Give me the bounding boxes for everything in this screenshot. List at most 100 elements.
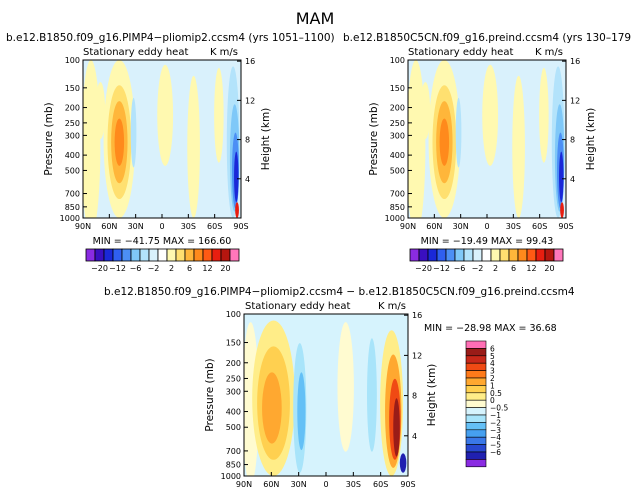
panel-3-axes: 90N 60N 30N 0 30S 60S 90S 100 150 200 250 300 400 500… bbox=[221, 310, 423, 489]
colorbar-box bbox=[454, 248, 465, 262]
field-contour bbox=[83, 60, 101, 218]
field-contour bbox=[393, 398, 400, 457]
panel-2-subtitle-right: K m/s bbox=[535, 47, 563, 58]
colorbar-label: −0.5 bbox=[490, 404, 508, 413]
y-right-tick-label: 4 bbox=[245, 175, 250, 184]
panel-1-colorbar: −20 −12 −6 −2 2 6 12 20 bbox=[85, 248, 240, 273]
field-contour bbox=[130, 97, 137, 168]
panel-1-ylabel: Pressure (mb) bbox=[43, 102, 55, 175]
field-contour bbox=[539, 67, 549, 163]
y-tick-label: 850 bbox=[226, 461, 241, 470]
colorbar-box bbox=[139, 248, 150, 262]
field-contour bbox=[408, 60, 426, 218]
x-tick-label: 60N bbox=[426, 222, 442, 231]
colorbar-box bbox=[526, 248, 537, 262]
colorbar-label: −2 bbox=[472, 264, 484, 273]
colorbar-box bbox=[94, 248, 105, 262]
colorbar-box bbox=[418, 248, 429, 262]
y-tick-label: 100 bbox=[226, 310, 241, 319]
colorbar-label: 12 bbox=[526, 264, 536, 273]
panel-3-title: b.e12.B1850.f09_g16.PIMP4−pliomip2.ccsm4… bbox=[104, 286, 575, 298]
field-contour bbox=[559, 151, 564, 203]
x-tick-label: 90N bbox=[75, 222, 91, 231]
field-contour bbox=[560, 202, 564, 218]
colorbar-box bbox=[184, 248, 195, 262]
colorbar-label: −5 bbox=[490, 441, 501, 450]
colorbar-box bbox=[409, 248, 420, 262]
colorbar-label: 6 bbox=[187, 264, 192, 273]
colorbar-box bbox=[211, 248, 222, 262]
colorbar-box bbox=[148, 248, 159, 262]
y-tick-label: 500 bbox=[390, 166, 405, 175]
colorbar-box bbox=[472, 248, 483, 262]
y-right-tick-label: 16 bbox=[412, 311, 422, 320]
colorbar-label: −6 bbox=[490, 448, 501, 457]
panel-1-title: b.e12.B1850.f09_g16.PIMP4−pliomip2.ccsm4… bbox=[6, 32, 335, 44]
y-tick-label: 1000 bbox=[221, 472, 241, 481]
y-right-tick-label: 4 bbox=[412, 432, 417, 441]
colorbar-box bbox=[465, 459, 487, 468]
colorbar-box bbox=[112, 248, 123, 262]
colorbar-box bbox=[427, 248, 438, 262]
y-tick-label: 700 bbox=[65, 190, 80, 199]
colorbar-box bbox=[465, 362, 487, 371]
colorbar-box bbox=[175, 248, 186, 262]
panel-1-ylabel-right: Height (km) bbox=[260, 108, 272, 171]
y-tick-label: 250 bbox=[65, 119, 80, 128]
panel-top-right: b.e12.B1850C5CN.f09_g16.preind.ccsm4 (yr… bbox=[343, 32, 631, 273]
x-tick-label: 0 bbox=[323, 480, 328, 489]
x-tick-label: 30N bbox=[128, 222, 144, 231]
colorbar-box bbox=[465, 355, 487, 364]
y-tick-label: 500 bbox=[65, 166, 80, 175]
colorbar-box bbox=[465, 451, 487, 460]
colorbar-label: 6 bbox=[511, 264, 516, 273]
y-tick-label: 100 bbox=[65, 56, 80, 65]
y-tick-label: 1000 bbox=[385, 214, 405, 223]
colorbar-box bbox=[465, 392, 487, 401]
panel-2-ylabel-right: Height (km) bbox=[585, 108, 597, 171]
y-right-tick-label: 12 bbox=[570, 96, 580, 105]
colorbar-box bbox=[465, 407, 487, 416]
field-contour bbox=[399, 453, 407, 473]
colorbar-label: −6 bbox=[130, 264, 142, 273]
panel-2-ylabel: Pressure (mb) bbox=[368, 102, 380, 175]
colorbar-label: 0.5 bbox=[490, 389, 502, 398]
field-contour bbox=[114, 118, 125, 166]
panel-1-field bbox=[83, 60, 241, 218]
colorbar-box bbox=[166, 248, 177, 262]
y-tick-label: 300 bbox=[226, 387, 241, 396]
y-tick-label: 200 bbox=[65, 104, 80, 113]
y-tick-label: 700 bbox=[226, 447, 241, 456]
colorbar-box bbox=[535, 248, 546, 262]
y-tick-label: 250 bbox=[390, 119, 405, 128]
y-tick-label: 850 bbox=[65, 203, 80, 212]
colorbar-label: −6 bbox=[454, 264, 466, 273]
y-tick-label: 300 bbox=[390, 131, 405, 140]
colorbar-label: −2 bbox=[490, 418, 501, 427]
colorbar-label: −20 bbox=[91, 264, 108, 273]
y-right-tick-label: 8 bbox=[570, 136, 575, 145]
x-tick-label: 60N bbox=[101, 222, 117, 231]
colorbar-box bbox=[465, 429, 487, 438]
y-right-tick-label: 16 bbox=[570, 57, 580, 66]
colorbar-label: 2 bbox=[169, 264, 174, 273]
panel-3-stats: MIN = −28.98 MAX = 36.68 bbox=[424, 323, 557, 334]
colorbar-box bbox=[465, 436, 487, 445]
field-contour bbox=[137, 78, 146, 174]
x-tick-label: 30S bbox=[506, 222, 521, 231]
y-tick-label: 150 bbox=[65, 84, 80, 93]
field-contour bbox=[439, 118, 450, 166]
colorbar-box bbox=[465, 340, 487, 349]
colorbar-label: 3 bbox=[490, 367, 495, 376]
x-tick-label: 30N bbox=[453, 222, 469, 231]
colorbar-box bbox=[121, 248, 132, 262]
panel-3-field bbox=[244, 314, 408, 476]
colorbar-box bbox=[193, 248, 204, 262]
colorbar-label: 2 bbox=[490, 374, 495, 383]
colorbar-box bbox=[157, 248, 168, 262]
y-tick-label: 150 bbox=[226, 339, 241, 348]
colorbar-box bbox=[517, 248, 528, 262]
x-tick-label: 60S bbox=[207, 222, 222, 231]
